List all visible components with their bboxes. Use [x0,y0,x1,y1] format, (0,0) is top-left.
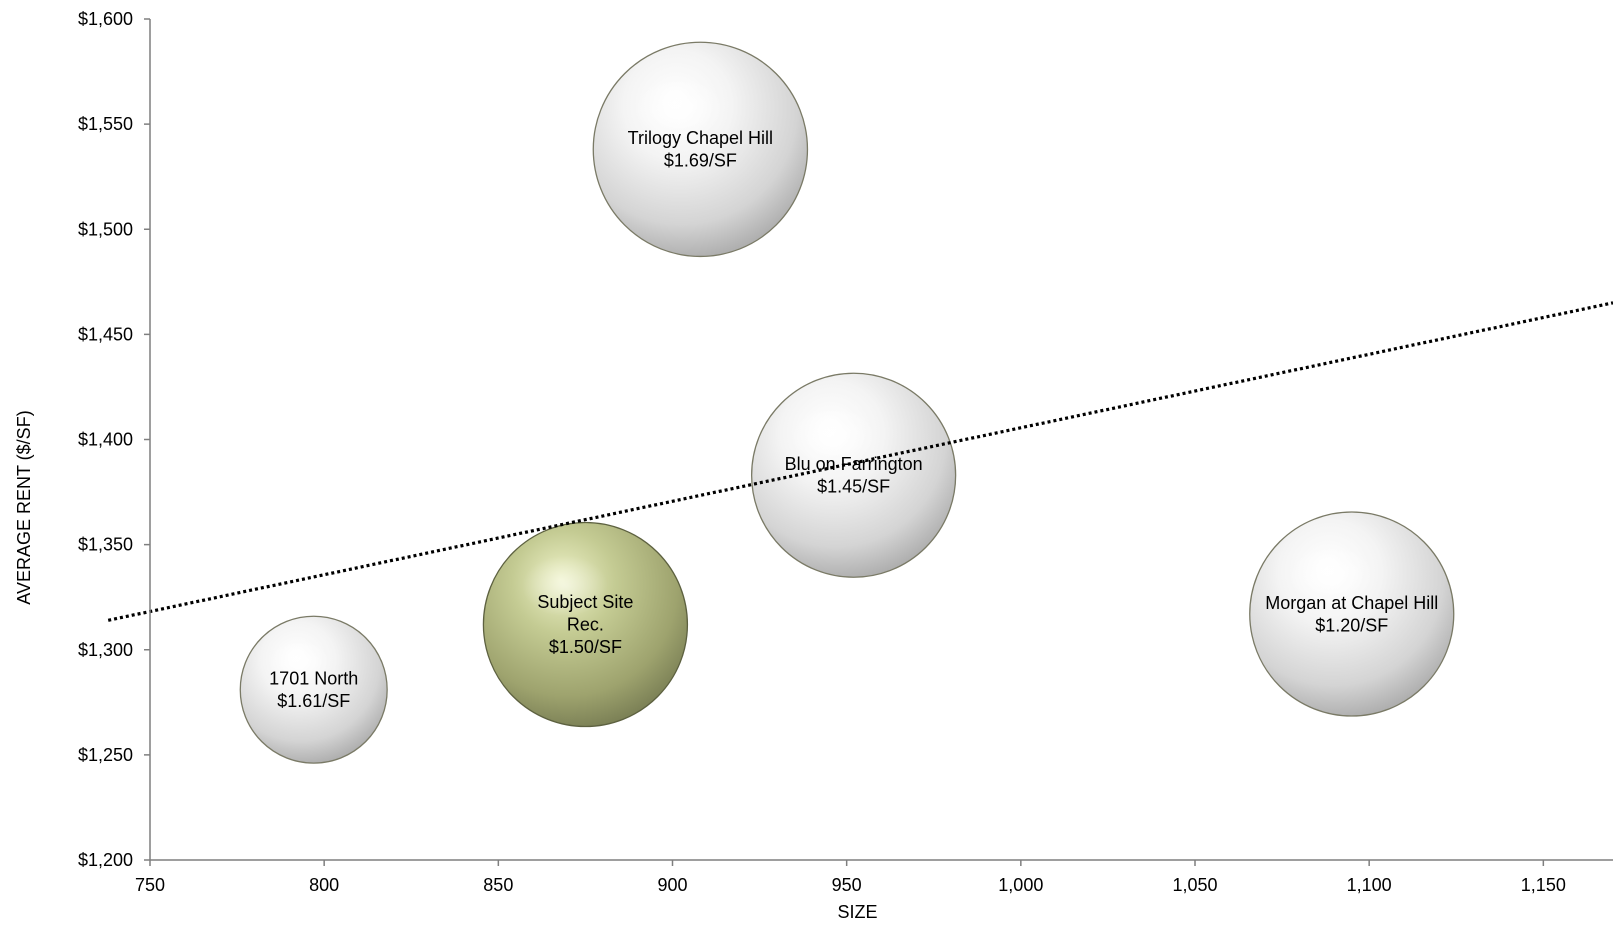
y-tick-label: $1,500 [78,219,133,239]
x-tick-label: 1,050 [1172,875,1217,895]
y-tick-label: $1,550 [78,114,133,134]
x-tick-label: 1,000 [998,875,1043,895]
trendline [107,301,1613,622]
bubble [482,521,689,728]
axes: SIZE AVERAGE RENT ($/SF) $1,200 $1,250 $1,… [14,9,1613,922]
bubble-highlight [268,639,330,684]
bubble-label: 1701 North [269,668,358,688]
y-tick-label: $1,300 [78,640,133,660]
x-axis-title: SIZE [837,902,877,922]
y-tick-label: $1,200 [78,850,133,870]
bubble-label: $1.69/SF [664,151,737,171]
x-tick-label: 950 [832,875,862,895]
bubble [750,372,957,578]
trendline-layer [107,301,1613,622]
bubble-series [239,41,1455,764]
comparable-bubble [1249,511,1455,717]
bubble-highlight [1288,544,1375,606]
x-tick-label: 1,150 [1521,875,1566,895]
x-tick-label: 800 [309,875,339,895]
y-tick-label: $1,350 [78,535,133,555]
bubble-label: $1.20/SF [1315,615,1388,635]
bubble-label: $1.45/SF [817,476,890,496]
bubble-label: Morgan at Chapel Hill [1265,593,1438,613]
bubble-label: Blu on Farrington [785,454,923,474]
x-tick-label: 1,100 [1347,875,1392,895]
bubble [1249,511,1455,717]
bubble-label: Trilogy Chapel Hill [628,128,773,148]
bubble-highlight [522,555,608,617]
x-tick-label: 850 [483,875,513,895]
bubble-highlight [633,76,724,141]
x-tick-label: 750 [135,875,165,895]
bubble [592,41,809,258]
bubble-label: Subject Site [537,592,633,612]
bubble-label: $1.61/SF [277,691,350,711]
x-tick-label: 900 [657,875,687,895]
bubble [239,615,388,764]
bubble-label: $1.50/SF [549,637,622,657]
y-tick-label: $1,450 [78,324,133,344]
y-tick-label: $1,600 [78,9,133,29]
y-tick-label: $1,250 [78,745,133,765]
y-tick-label: $1,400 [78,430,133,450]
comparable-bubble [239,615,388,764]
y-axis-title: AVERAGE RENT ($/SF) [14,410,34,604]
comparable-bubble [592,41,809,258]
bubble-highlight [790,405,877,468]
bubble-label-layer: Trilogy Chapel Hill $1.69/SF Blu on Farrin… [269,128,1438,711]
bubble-label: Rec. [567,615,604,635]
comparable-bubble [750,372,957,578]
